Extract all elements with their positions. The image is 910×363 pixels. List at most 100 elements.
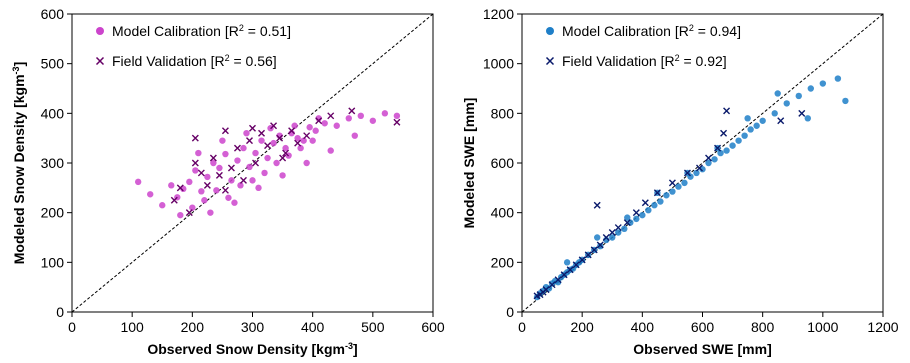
data-point [239, 176, 247, 184]
data-point [147, 191, 154, 198]
data-point [783, 100, 790, 107]
x-tick-label: 800 [751, 319, 775, 335]
data-point [693, 169, 700, 177]
data-point [204, 173, 211, 181]
data-point [227, 164, 235, 172]
x-axis-title: Observed SWE [mm] [633, 341, 771, 357]
data-point [596, 241, 604, 249]
series-1 [533, 75, 849, 301]
data-point [572, 261, 580, 269]
x-tick-label: 1000 [807, 319, 838, 335]
data-point [246, 163, 253, 171]
data-point [297, 144, 304, 152]
data-point [675, 183, 682, 190]
data-point [653, 189, 661, 197]
legend-marker [545, 56, 555, 66]
data-point [590, 246, 598, 254]
data-point [170, 196, 178, 204]
data-point [602, 234, 610, 241]
data-point [315, 117, 323, 125]
y-tick-label: 0 [56, 304, 64, 320]
data-point [699, 166, 706, 173]
data-point [288, 127, 296, 135]
data-point [705, 159, 712, 167]
data-point [215, 171, 223, 179]
data-point [191, 159, 199, 167]
data-point [723, 107, 731, 115]
data-point [584, 251, 592, 259]
data-point [216, 164, 223, 172]
x-tick-label: 0 [518, 319, 526, 335]
legend-label: Model Calibration [R2 = 0.94] [562, 23, 741, 39]
data-point [723, 147, 730, 154]
data-point [578, 256, 586, 264]
one-to-one-line [521, 13, 884, 313]
legend-marker [546, 27, 554, 35]
data-point [300, 137, 307, 144]
data-point [747, 126, 754, 133]
data-point [303, 132, 311, 140]
data-point [668, 179, 676, 187]
legend-label: Field Validation [R2 = 0.92] [562, 53, 727, 69]
data-point [279, 154, 287, 162]
data-point [209, 154, 217, 162]
data-point [186, 178, 193, 186]
y-tick-label: 1000 [483, 56, 514, 72]
x-tick-label: 1200 [867, 319, 898, 335]
x-axis-title: Observed Snow Density [kgm-3] [147, 341, 357, 357]
x-tick-label: 500 [361, 319, 385, 335]
data-point [717, 149, 724, 157]
data-point [258, 129, 266, 137]
data-point [249, 177, 256, 184]
data-point [548, 281, 556, 289]
data-point [560, 271, 568, 279]
legend-marker [96, 27, 104, 35]
data-point [777, 117, 785, 125]
data-point [624, 214, 631, 221]
data-point [807, 85, 814, 92]
x-tick-label: 200 [570, 319, 594, 335]
data-point [261, 169, 268, 177]
data-point [542, 286, 550, 294]
data-point [222, 150, 229, 158]
y-tick-label: 200 [41, 205, 65, 221]
data-point [381, 110, 389, 117]
data-point [327, 147, 334, 154]
data-point [279, 172, 286, 179]
data-point [225, 194, 232, 201]
data-point [185, 209, 193, 217]
x-tick-label: 400 [301, 319, 325, 335]
data-point [351, 132, 358, 139]
legend-label: Field Validation [R2 = 0.56] [112, 53, 277, 69]
y-tick-label: 300 [41, 155, 65, 171]
data-point [369, 117, 377, 124]
x-tick-label: 400 [631, 319, 655, 335]
data-point [327, 112, 335, 120]
data-point [159, 202, 166, 209]
data-point [645, 206, 652, 214]
data-point [566, 266, 574, 274]
data-point [639, 211, 646, 219]
y-tick-label: 600 [491, 155, 515, 171]
data-point [681, 179, 688, 187]
data-point [270, 139, 277, 147]
data-point [191, 134, 199, 142]
data-point [264, 142, 272, 150]
data-point [345, 115, 352, 122]
data-point [744, 115, 751, 122]
data-point [594, 234, 601, 241]
x-tick-label: 200 [181, 319, 205, 335]
data-point [221, 186, 229, 194]
data-point [705, 154, 713, 162]
data-point [563, 259, 571, 266]
data-point [834, 75, 842, 82]
one-to-one-line [71, 13, 434, 313]
data-point [195, 149, 202, 157]
y-axis-title: Modeled Snow Density [kgm-3] [11, 62, 27, 265]
data-point [819, 80, 827, 87]
y-axis-title: Modeled SWE [mm] [461, 98, 477, 229]
y-tick-label: 0 [506, 304, 514, 320]
legend-marker [95, 56, 105, 66]
data-point [393, 118, 401, 126]
